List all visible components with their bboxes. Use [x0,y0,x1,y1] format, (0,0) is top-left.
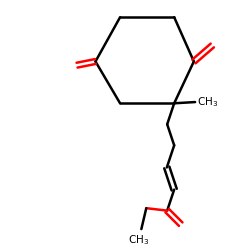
Text: CH$_3$: CH$_3$ [197,95,218,109]
Text: CH$_3$: CH$_3$ [128,234,150,247]
